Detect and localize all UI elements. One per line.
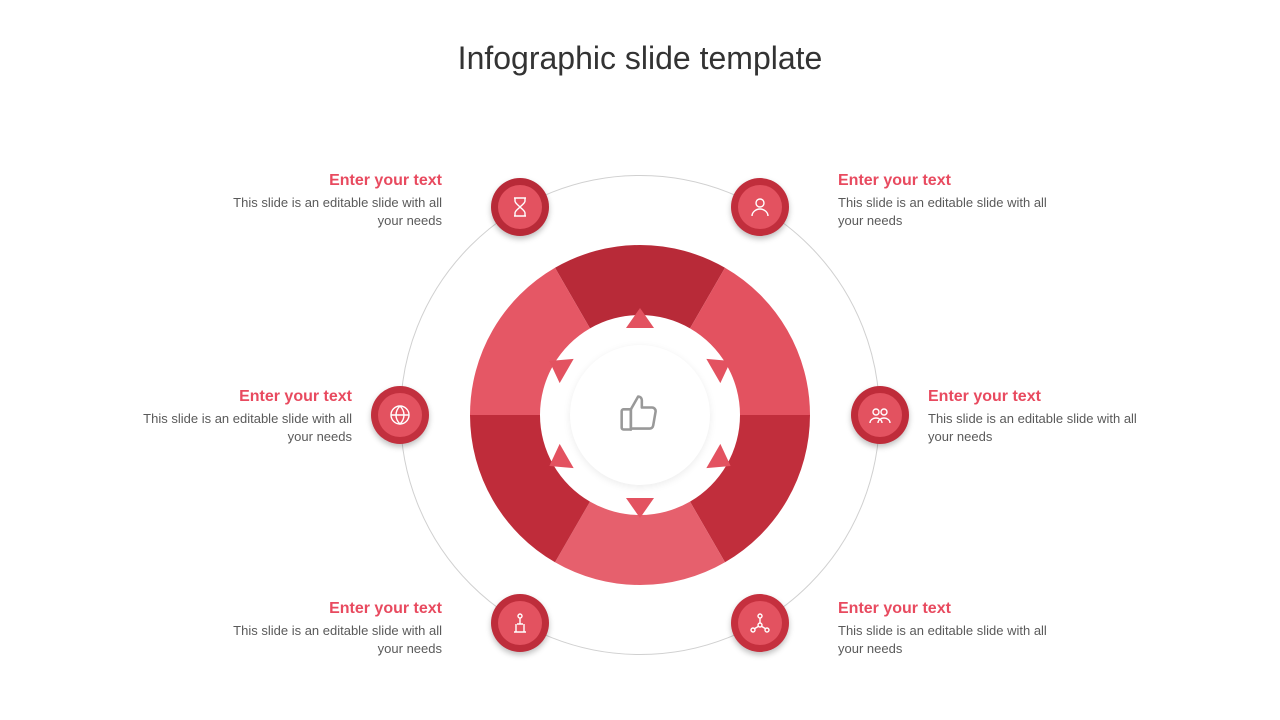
text-block-1: Enter your text This slide is an editable… (838, 172, 1048, 230)
text-block-3: Enter your text This slide is an editable… (838, 600, 1048, 658)
globe-icon (378, 393, 422, 437)
text-block-2: Enter your text This slide is an editable… (928, 388, 1138, 446)
node-podium (491, 594, 549, 652)
group-icon (858, 393, 902, 437)
item-heading: Enter your text (142, 388, 352, 406)
node-person (731, 178, 789, 236)
text-block-0: Enter your text This slide is an editable… (232, 172, 442, 230)
node-group (851, 386, 909, 444)
item-body: This slide is an editable slide with all… (928, 410, 1138, 446)
item-body: This slide is an editable slide with all… (232, 194, 442, 230)
thumbs-up-icon (618, 391, 662, 440)
item-body: This slide is an editable slide with all… (838, 194, 1048, 230)
node-hourglass (491, 178, 549, 236)
podium-icon (498, 601, 542, 645)
inward-arrow (626, 308, 654, 328)
item-body: This slide is an editable slide with all… (142, 410, 352, 446)
network-icon (738, 601, 782, 645)
item-body: This slide is an editable slide with all… (232, 622, 442, 658)
text-block-4: Enter your text This slide is an editable… (232, 600, 442, 658)
item-heading: Enter your text (232, 172, 442, 190)
inward-arrow (626, 498, 654, 518)
item-heading: Enter your text (232, 600, 442, 618)
item-heading: Enter your text (928, 388, 1138, 406)
text-block-5: Enter your text This slide is an editable… (142, 388, 352, 446)
item-body: This slide is an editable slide with all… (838, 622, 1048, 658)
node-globe (371, 386, 429, 444)
page-title: Infographic slide template (458, 40, 823, 77)
item-heading: Enter your text (838, 600, 1048, 618)
circular-diagram (370, 145, 910, 685)
hourglass-icon (498, 185, 542, 229)
center-circle (570, 345, 710, 485)
person-icon (738, 185, 782, 229)
node-network (731, 594, 789, 652)
item-heading: Enter your text (838, 172, 1048, 190)
